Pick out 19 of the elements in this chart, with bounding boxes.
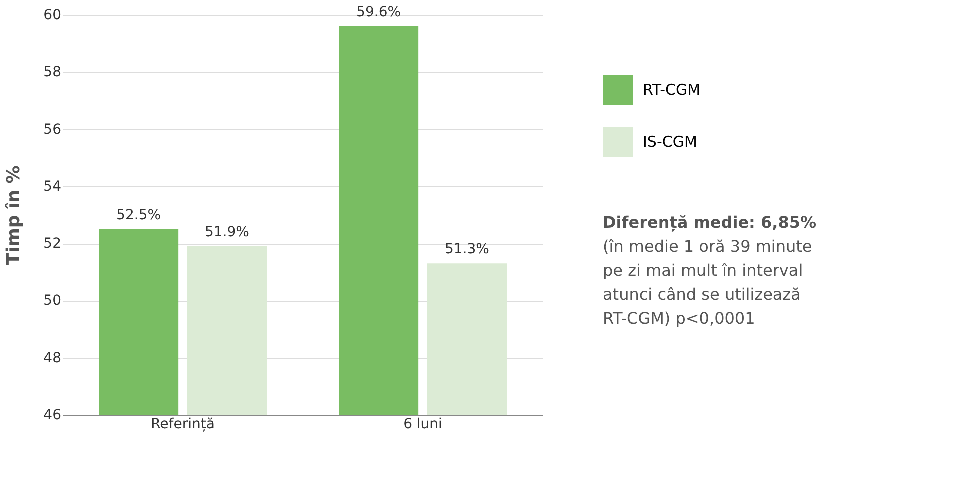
data-label: 52.5% <box>116 207 162 224</box>
data-label: 59.6% <box>356 4 402 20</box>
data-label: 51.3% <box>444 242 490 258</box>
x-tick-label: Referință <box>151 416 215 432</box>
y-tick-label: 60 <box>44 8 62 24</box>
y-axis-title: Timp în % <box>4 166 25 266</box>
y-tick-label: 58 <box>44 64 62 81</box>
legend-label: IS-CGM <box>643 133 698 151</box>
y-tick-label: 48 <box>44 350 62 366</box>
data-label: 51.9% <box>204 224 250 240</box>
text: Diferență medie: 6,85% <box>603 213 817 232</box>
y-tick-label: 52 <box>44 236 62 252</box>
text: (în medie 1 oră 39 minute pe zi mai mult în interval atunci când se utilizează RT-CGM) p<0,0001 <box>603 237 812 328</box>
y-tick-label: 56 <box>44 122 62 138</box>
legend-label: RT-CGM <box>643 81 701 99</box>
y-tick-label: 54 <box>44 178 62 195</box>
y-tick-label: 50 <box>44 293 62 310</box>
y-tick-label: 46 <box>44 408 62 424</box>
x-tick-label: 6 luni <box>404 416 442 432</box>
